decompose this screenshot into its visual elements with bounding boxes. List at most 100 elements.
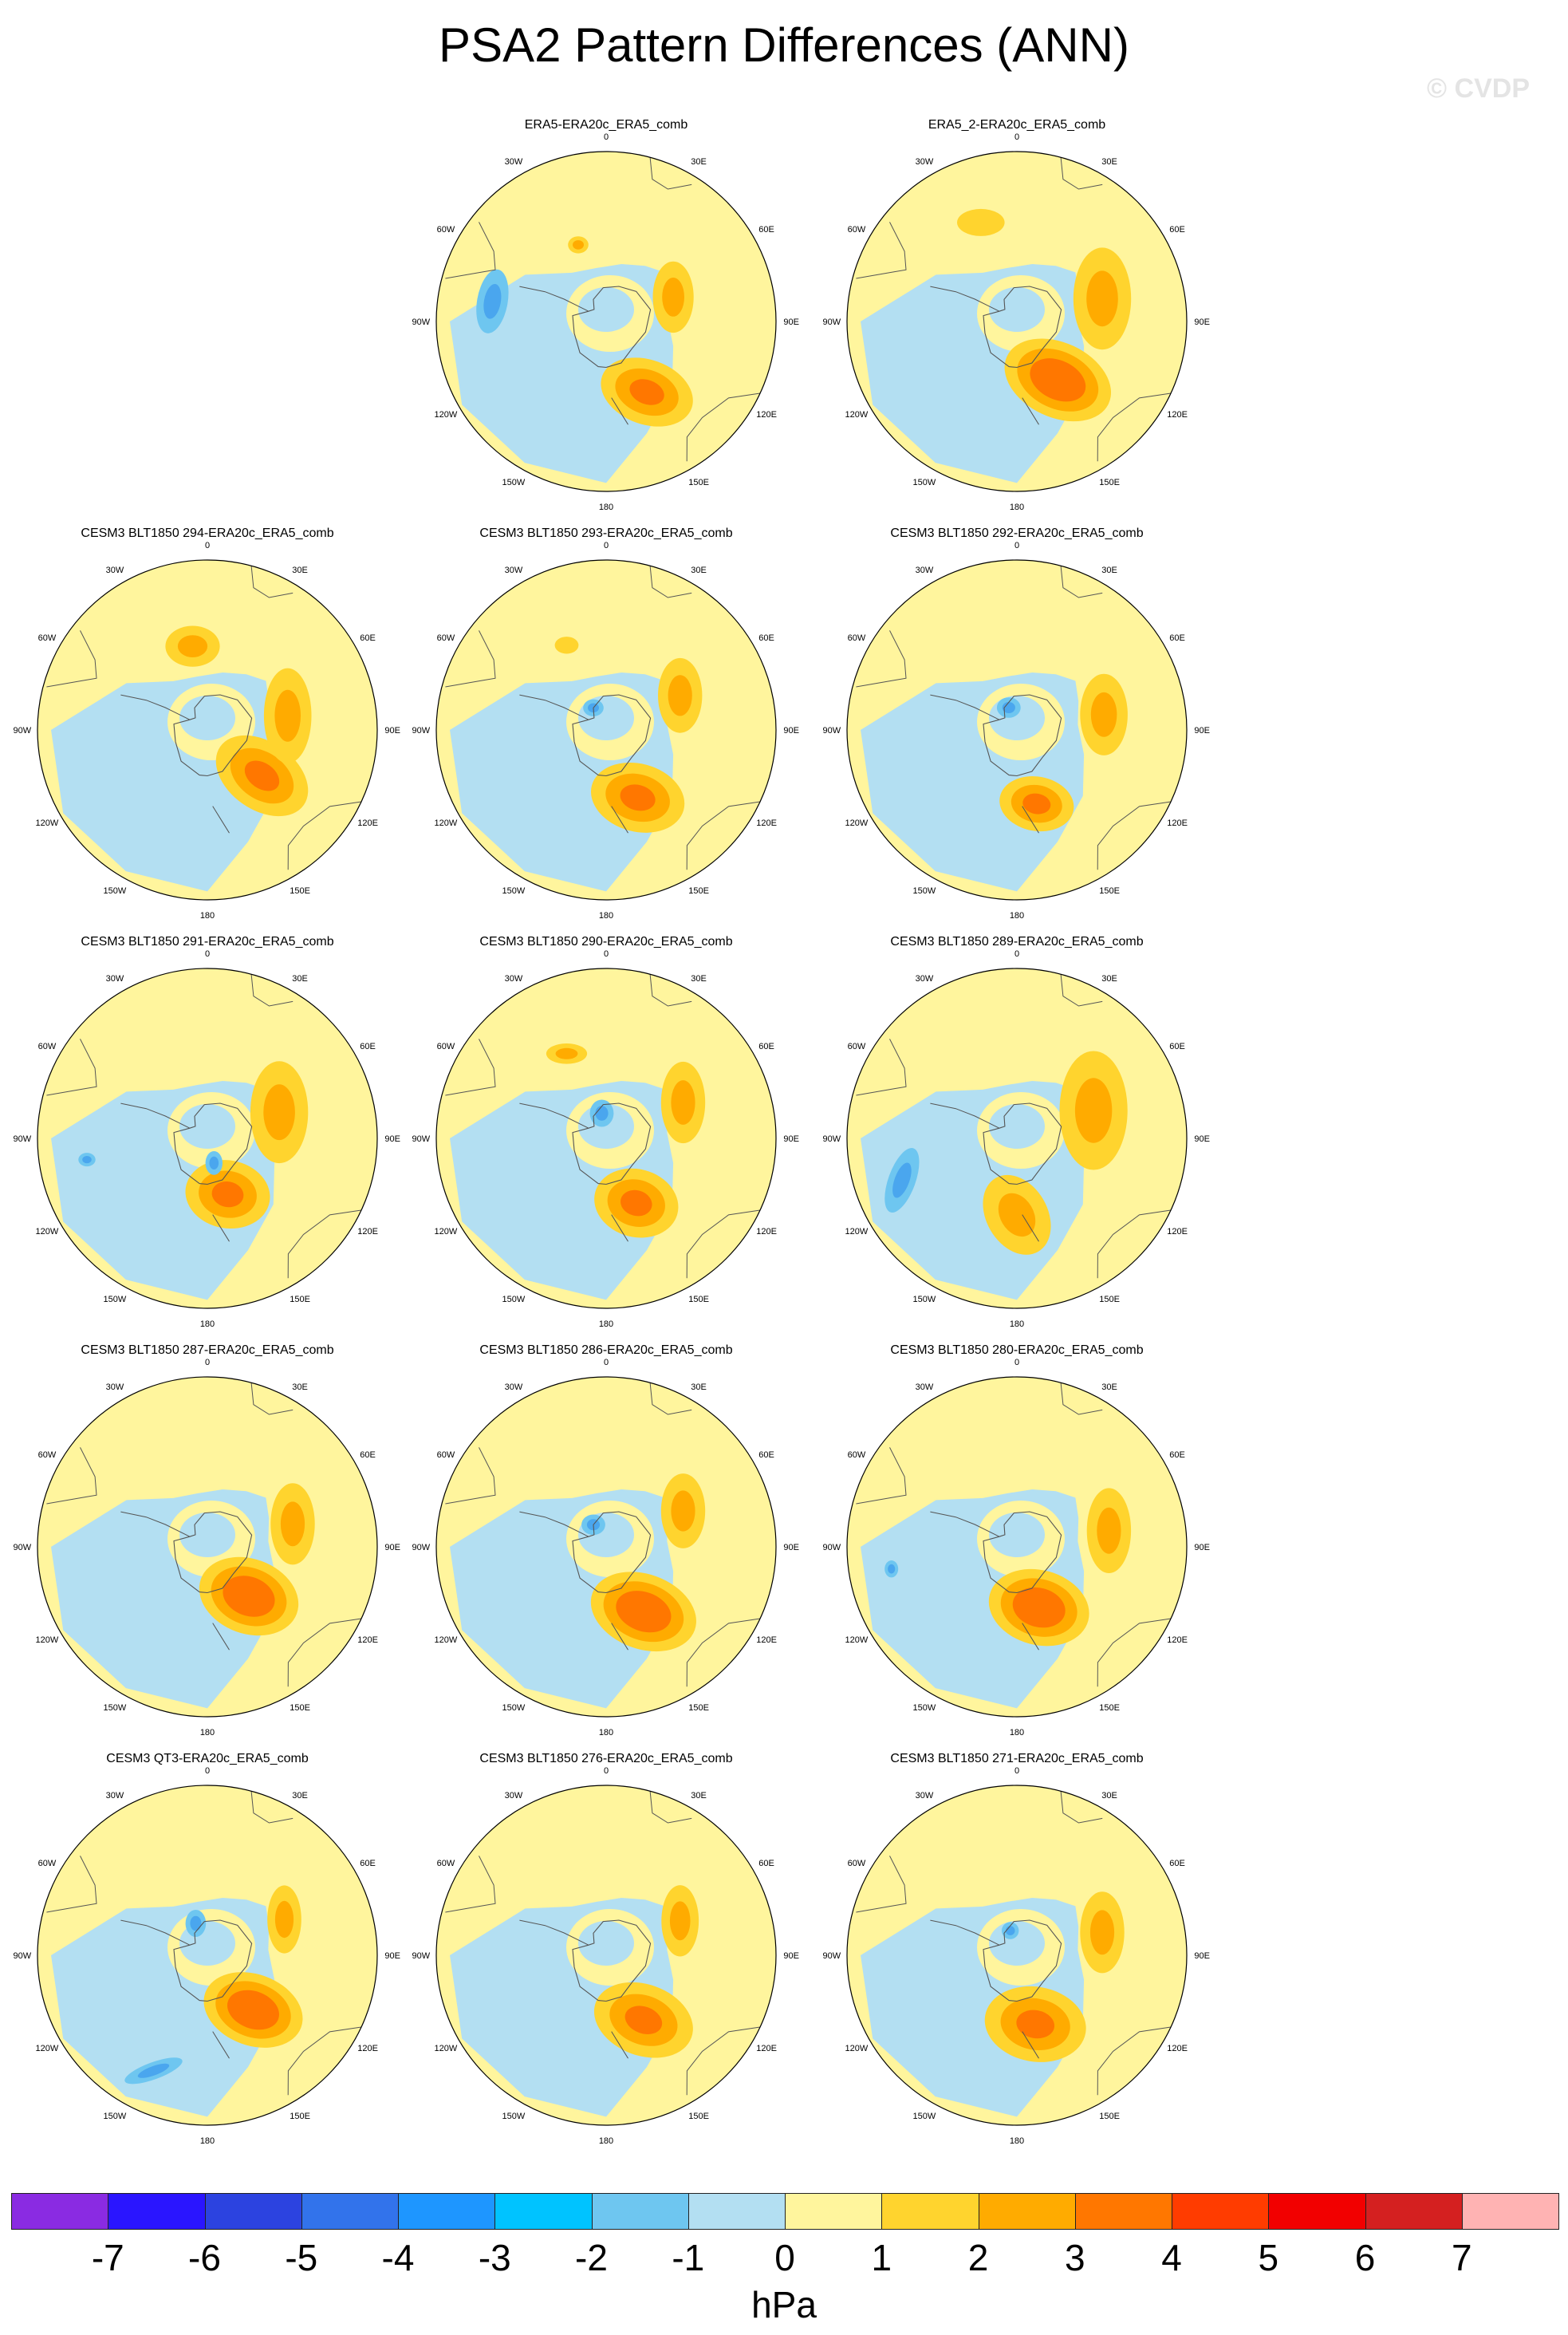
longitude-label: 60W	[437, 633, 455, 643]
coastline-south-america	[445, 222, 496, 279]
coastline-antarctica	[173, 1919, 253, 2002]
colorbar-cell	[1268, 2193, 1366, 2230]
polar-map: 0 30E 60E 90E 120E 150E 180 150W 120W 90W 60W 30W	[13, 541, 400, 921]
colorbar-cell	[1074, 2193, 1173, 2230]
longitude-label: 120E	[357, 2044, 378, 2053]
coastline-new-zealand	[611, 806, 628, 834]
longitude-label: 60W	[437, 1450, 455, 1460]
colorbar-tick-label: -7	[91, 2237, 124, 2278]
positive-anomaly	[983, 1174, 1051, 1255]
coastline-south-america	[445, 1447, 496, 1505]
colorbar-cell	[1461, 2193, 1560, 2230]
longitude-label: 150E	[290, 886, 310, 896]
colorbar-cell	[785, 2193, 883, 2230]
longitude-label: 30E	[292, 1382, 308, 1392]
longitude-label: 150E	[1099, 886, 1120, 896]
coastline-south-america	[46, 630, 97, 688]
coastline-australia	[686, 2026, 761, 2096]
longitude-label: 150W	[913, 1703, 936, 1713]
longitude-label: 60E	[1169, 1042, 1185, 1051]
longitude-label: 180	[200, 911, 215, 921]
positive-anomaly	[1073, 247, 1132, 350]
coastline-antarctica	[572, 694, 652, 777]
coastline-new-zealand	[611, 397, 628, 425]
watermark: © CVDP	[1427, 73, 1530, 104]
panel-title: CESM3 BLT1850 286-ERA20c_ERA5_comb	[479, 1343, 733, 1357]
longitude-label: 90W	[412, 318, 430, 327]
map-border	[37, 559, 378, 901]
coastline-new-zealand	[611, 1214, 628, 1242]
map-border	[846, 151, 1188, 492]
positive-anomaly	[1080, 1891, 1125, 1974]
colorbar-tick-label: 6	[1354, 2237, 1376, 2278]
map-panel: ERA5_2-ERA20c_ERA5_comb 0 30E 60E 90E 120E 150…	[817, 118, 1216, 521]
colorbar-cell	[108, 2193, 206, 2230]
polar-negative-region	[179, 1104, 235, 1149]
longitude-label: 90W	[412, 1543, 430, 1552]
longitude-label: 150E	[290, 2112, 310, 2121]
longitude-label: 30W	[106, 1382, 124, 1392]
coastline-new-zealand	[1022, 1214, 1039, 1242]
longitude-label: 180	[1010, 1728, 1024, 1737]
longitude-label: 90W	[412, 726, 430, 736]
longitude-label: 30E	[691, 566, 707, 575]
coastline-south-america	[856, 1856, 907, 1913]
longitude-label: 180	[1010, 503, 1024, 512]
longitude-label: 120W	[845, 410, 869, 420]
longitude-label: 0	[604, 949, 609, 959]
longitude-label: 150E	[688, 1703, 709, 1713]
longitude-label: 180	[200, 2136, 215, 2146]
panel-title: CESM3 BLT1850 290-ERA20c_ERA5_comb	[479, 935, 733, 949]
longitude-label: 60W	[848, 225, 866, 235]
longitude-label: 90W	[822, 1543, 841, 1552]
map-border	[435, 1376, 777, 1718]
colorbar-cell	[687, 2193, 786, 2230]
positive-anomaly	[1059, 1051, 1128, 1170]
panel-title: CESM3 BLT1850 291-ERA20c_ERA5_comb	[81, 935, 334, 949]
positive-anomaly	[988, 1568, 1089, 1647]
positive-anomaly	[601, 357, 693, 427]
longitude-label: 120E	[1167, 1635, 1188, 1645]
coastline-africa	[1060, 1382, 1103, 1415]
polar-negative-region	[578, 287, 634, 332]
map-panel: CESM3 BLT1850 293-ERA20c_ERA5_comb 0 30E 60…	[407, 527, 806, 929]
coastline-africa	[1060, 157, 1103, 190]
longitude-label: 90E	[384, 1951, 400, 1961]
coastline-africa	[1060, 1791, 1103, 1824]
colorbar-tick-label: 4	[1161, 2237, 1182, 2278]
coastline-new-zealand	[212, 1214, 230, 1242]
longitude-label: 150W	[104, 1295, 127, 1304]
polar-map: 0 30E 60E 90E 120E 150E 180 150W 120W 90W 60W 30W	[13, 1358, 400, 1737]
longitude-label: 120W	[36, 2044, 59, 2053]
page-title: PSA2 Pattern Differences (ANN)	[439, 18, 1129, 72]
longitude-label: 30E	[292, 974, 308, 984]
colorbar-tick-label: 7	[1452, 2237, 1472, 2278]
longitude-label: 60W	[848, 1450, 866, 1460]
coastline-africa	[250, 974, 294, 1007]
longitude-label: 60E	[758, 633, 774, 643]
positive-anomaly	[270, 1483, 315, 1565]
polar-map: 0 30E 60E 90E 120E 150E 180 150W 120W 90W 60W 30W	[412, 132, 799, 512]
coastline-new-zealand	[212, 806, 230, 834]
longitude-label: 120E	[1167, 2044, 1188, 2053]
panel-title: CESM3 BLT1850 280-ERA20c_ERA5_comb	[890, 1343, 1144, 1357]
coastline-peninsula	[930, 286, 1000, 312]
coastline-australia	[287, 801, 362, 870]
colorbar-cell	[301, 2193, 400, 2230]
longitude-label: 180	[200, 1728, 215, 1737]
longitude-label: 90W	[822, 318, 841, 327]
longitude-label: 0	[1014, 1358, 1019, 1367]
longitude-label: 120E	[357, 1635, 378, 1645]
longitude-label: 180	[200, 1319, 215, 1329]
polar-map: 0 30E 60E 90E 120E 150E 180 150W 120W 90W 60W 30W	[13, 949, 400, 1329]
coastline-australia	[686, 392, 761, 462]
positive-anomaly	[984, 1986, 1086, 2062]
longitude-label: 90W	[13, 1543, 31, 1552]
coastline-south-america	[46, 1039, 97, 1096]
coastline-australia	[287, 2026, 362, 2096]
coastline-africa	[1060, 974, 1103, 1007]
negative-anomaly	[124, 2057, 183, 2085]
longitude-label: 60E	[758, 1450, 774, 1460]
longitude-label: 30W	[916, 157, 934, 167]
colorbar-tick-label: -1	[672, 2237, 705, 2278]
